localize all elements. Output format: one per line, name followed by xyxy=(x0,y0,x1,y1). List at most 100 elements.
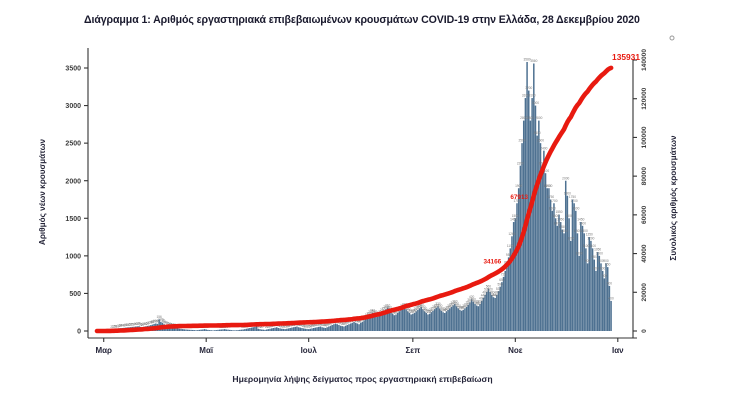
bar-label: 65 xyxy=(341,322,345,326)
bar xyxy=(186,329,189,331)
bar xyxy=(484,294,486,331)
bar-label: 360 xyxy=(472,300,478,304)
bar xyxy=(188,329,191,331)
chart-title: Διάγραμμα 1: Αριθμός εργαστηριακά επιβεβ… xyxy=(84,14,640,26)
bar xyxy=(192,329,194,331)
bar xyxy=(371,312,374,331)
bar xyxy=(418,308,421,331)
bar xyxy=(252,327,254,331)
bar-label: 2100 xyxy=(542,169,549,173)
right-tick-label: 140000 xyxy=(641,49,648,71)
bar xyxy=(480,300,483,331)
bar-label: 1400 xyxy=(554,221,561,225)
bar-label: 35 xyxy=(117,324,121,328)
bar xyxy=(590,240,592,331)
bar xyxy=(388,309,391,331)
bar xyxy=(391,313,394,331)
bar xyxy=(583,233,585,331)
bar xyxy=(383,310,386,331)
bar xyxy=(477,306,480,331)
bar-label: 1000 xyxy=(596,251,603,255)
bar xyxy=(517,188,520,331)
bar-label: 100 xyxy=(355,319,361,323)
bar xyxy=(551,210,554,331)
bar xyxy=(358,324,360,331)
bar-label: 270 xyxy=(382,306,388,310)
bar xyxy=(472,301,475,331)
bar-label: 50 xyxy=(320,323,324,327)
bar xyxy=(546,188,548,331)
bar-label: 2500 xyxy=(518,139,525,143)
bar-label: 55 xyxy=(131,322,135,326)
bar xyxy=(455,306,458,331)
bar xyxy=(514,218,517,331)
bar-label: 48 xyxy=(125,323,129,327)
bar-label: 250 xyxy=(440,308,446,312)
bar xyxy=(304,328,307,331)
bar xyxy=(361,321,364,331)
bar-label: 290 xyxy=(432,305,438,309)
bar xyxy=(598,255,601,331)
bar-label: 440 xyxy=(492,294,498,298)
bar-label: 280 xyxy=(461,306,467,310)
bar xyxy=(193,330,196,331)
bar-label: 210 xyxy=(392,311,398,315)
bar xyxy=(276,327,278,331)
bar-label: 240 xyxy=(412,309,418,313)
bar-label: 1260 xyxy=(508,232,515,236)
bar xyxy=(351,322,354,331)
bar xyxy=(494,297,496,331)
bar xyxy=(341,326,344,331)
bar-label: 270 xyxy=(439,306,445,310)
left-tick-label: 3500 xyxy=(65,66,81,73)
bar xyxy=(294,326,296,331)
bar xyxy=(225,329,228,331)
bar xyxy=(440,310,443,331)
bar-label: 320 xyxy=(464,303,470,307)
bar-label: 50 xyxy=(315,323,319,327)
bar-label: 440 xyxy=(481,294,487,298)
bar-label: 50 xyxy=(141,323,145,327)
bar-label: 900 xyxy=(598,259,604,263)
bar xyxy=(465,306,468,331)
bar-label: 31 xyxy=(115,324,119,328)
bar-label: 58 xyxy=(142,322,146,326)
bar xyxy=(289,327,291,331)
bar-label: 330 xyxy=(476,302,482,306)
bar xyxy=(311,328,313,331)
bar xyxy=(450,306,453,331)
x-axis-ticks: Μαρ Μαϊ Ιουλ Σεπ Νοε Ιαν xyxy=(95,338,624,355)
bar-label: 1600 xyxy=(549,206,556,210)
right-y-axis-title: Συνολικός αριθμός κρουσμάτων xyxy=(669,135,678,261)
left-tick-label: 2500 xyxy=(65,141,81,148)
bar xyxy=(170,326,172,331)
bar-label: 45 xyxy=(314,323,318,327)
bar-label: 270 xyxy=(459,306,465,310)
right-tick-label: 40000 xyxy=(641,244,648,263)
bar-label: 220 xyxy=(393,310,399,314)
bar xyxy=(437,306,439,331)
bar-label: 260 xyxy=(444,307,450,311)
bar xyxy=(608,285,611,331)
bar xyxy=(445,311,448,331)
bar-label: 1750 xyxy=(569,195,576,199)
bar xyxy=(158,319,160,331)
bar xyxy=(227,329,229,331)
bar-label: 360 xyxy=(452,300,458,304)
bar-label: 230 xyxy=(372,309,378,313)
bar-label: 45 xyxy=(124,323,128,327)
bar xyxy=(240,329,243,331)
bar xyxy=(175,327,177,331)
bar xyxy=(176,328,179,331)
bar xyxy=(213,330,216,331)
bar xyxy=(228,329,231,331)
bar xyxy=(338,324,340,331)
bar-label: 1000 xyxy=(576,251,583,255)
bar-label: 520 xyxy=(487,288,493,292)
bar xyxy=(250,327,253,331)
bar-label: 320 xyxy=(449,303,455,307)
bar-label: 800 xyxy=(593,266,599,270)
bar xyxy=(396,312,399,331)
bar xyxy=(385,309,387,331)
right-tick-label: 20000 xyxy=(641,283,648,302)
